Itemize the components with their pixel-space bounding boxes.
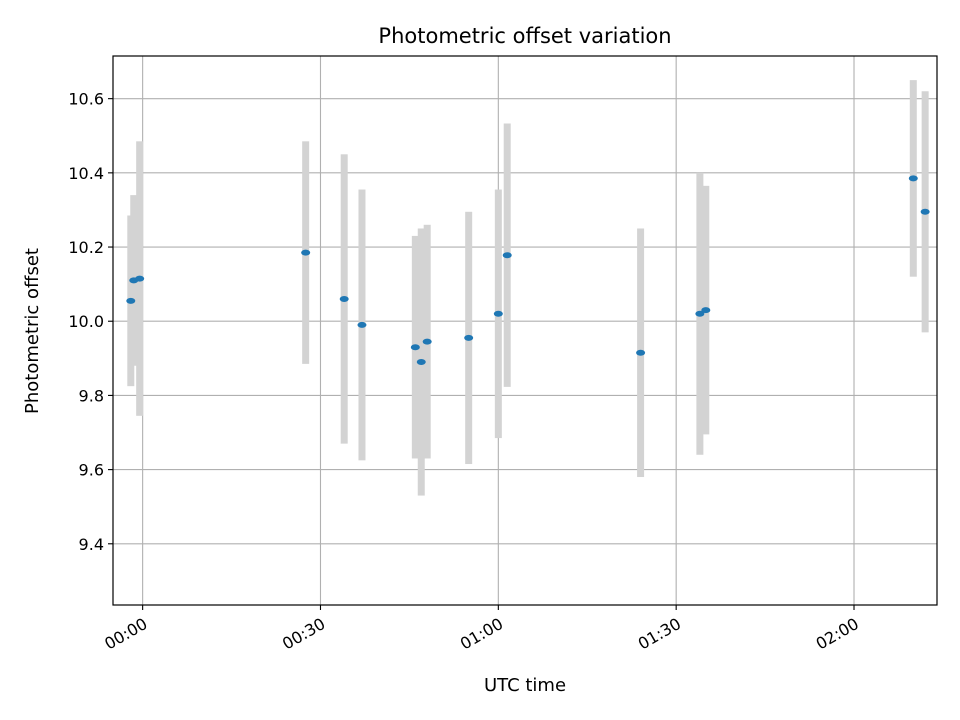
data-point (339, 295, 349, 302)
x-axis-title: UTC time (484, 675, 566, 696)
y-tick-label: 9.6 (79, 461, 104, 480)
data-point (502, 252, 512, 259)
y-tick-label: 9.4 (79, 535, 104, 554)
y-axis: 9.4 9.6 9.8 10.0 10.2 10.4 10.6 (68, 90, 113, 554)
y-tick-label: 10.6 (68, 90, 104, 109)
y-tick-label: 10.2 (68, 238, 104, 257)
data-point (357, 321, 367, 328)
data-point (126, 297, 136, 304)
grid (113, 56, 937, 605)
data-point (422, 338, 432, 345)
plot-frame (112, 55, 938, 606)
data-point (416, 359, 426, 366)
data-point (493, 310, 503, 317)
data-point (135, 275, 145, 282)
data-point (636, 349, 646, 356)
y-tick-label: 10.4 (68, 164, 104, 183)
data-point (695, 310, 705, 317)
markers (126, 175, 930, 366)
data-point (301, 249, 311, 256)
y-tick-label: 10.0 (68, 312, 104, 331)
data-point (464, 334, 474, 341)
data-point (701, 307, 711, 314)
y-axis-title: Photometric offset (22, 248, 43, 414)
data-point (908, 175, 918, 182)
data-point (920, 208, 930, 215)
data-point (410, 344, 420, 351)
chart-title: Photometric offset variation (378, 24, 671, 48)
y-tick-label: 9.8 (79, 386, 104, 405)
